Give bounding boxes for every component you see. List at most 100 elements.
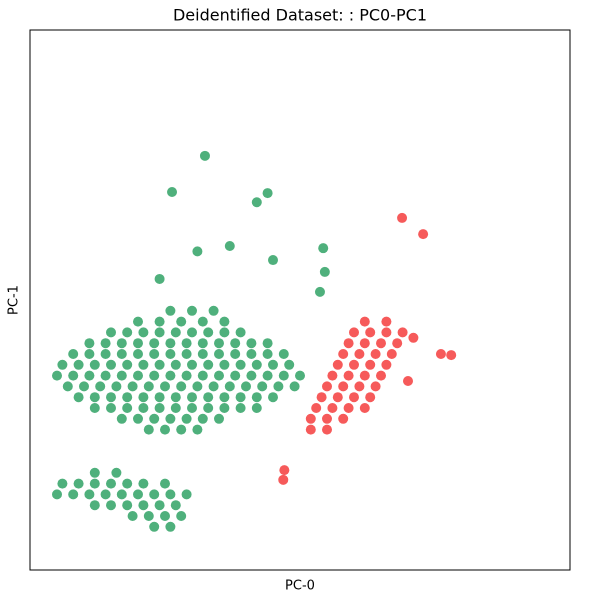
point: [89, 359, 100, 370]
point: [176, 424, 187, 435]
point: [230, 370, 241, 381]
point: [365, 392, 376, 403]
point: [305, 413, 316, 424]
point: [224, 241, 235, 251]
point: [149, 489, 160, 500]
point: [165, 370, 176, 381]
point: [359, 316, 370, 327]
point: [111, 467, 122, 478]
point: [170, 327, 181, 338]
point: [106, 327, 116, 338]
point: [235, 327, 246, 338]
point: [343, 338, 354, 349]
point: [170, 403, 181, 413]
point: [278, 349, 289, 359]
point: [89, 467, 100, 478]
point: [143, 511, 154, 521]
point: [57, 478, 68, 489]
point: [133, 338, 143, 349]
point: [167, 187, 178, 197]
point: [106, 359, 116, 370]
point: [100, 349, 111, 359]
point: [192, 381, 203, 392]
point: [268, 392, 278, 403]
point: [284, 359, 295, 370]
point: [181, 349, 192, 359]
point: [73, 392, 84, 403]
point: [133, 316, 143, 327]
point: [84, 370, 95, 381]
point: [165, 521, 176, 532]
point: [165, 305, 176, 316]
point: [246, 349, 257, 359]
point: [181, 338, 192, 349]
point: [154, 403, 165, 413]
point: [397, 212, 408, 223]
point: [138, 403, 149, 413]
point: [246, 338, 257, 349]
point: [349, 327, 359, 338]
point: [127, 381, 138, 392]
point: [338, 381, 349, 392]
point: [122, 403, 133, 413]
point: [160, 381, 170, 392]
point: [219, 359, 230, 370]
point: [359, 403, 370, 413]
point: [116, 489, 127, 500]
point: [176, 316, 187, 327]
point: [165, 349, 176, 359]
point: [160, 478, 170, 489]
point: [381, 359, 392, 370]
point: [187, 403, 197, 413]
point: [187, 327, 197, 338]
point: [176, 381, 187, 392]
point: [381, 327, 392, 338]
point: [149, 370, 160, 381]
point: [381, 316, 392, 327]
point: [268, 359, 278, 370]
chart-title: Deidentified Dataset: : PC0-PC1: [173, 6, 427, 25]
point: [170, 500, 181, 511]
point: [192, 246, 203, 257]
point: [89, 500, 100, 511]
point: [418, 229, 429, 240]
point: [100, 338, 111, 349]
point: [187, 392, 197, 403]
point: [57, 359, 68, 370]
point: [392, 338, 403, 349]
plot-frame: [29, 29, 571, 571]
point: [262, 349, 273, 359]
point: [278, 474, 289, 485]
point: [89, 478, 100, 489]
point: [116, 413, 127, 424]
point: [327, 370, 338, 381]
point: [133, 489, 143, 500]
point: [165, 338, 176, 349]
point: [149, 413, 160, 424]
point: [154, 327, 165, 338]
point: [322, 381, 332, 392]
point: [219, 327, 230, 338]
point: [160, 424, 170, 435]
point: [197, 316, 208, 327]
point: [143, 424, 154, 435]
point: [251, 392, 262, 403]
point: [149, 349, 160, 359]
point: [197, 413, 208, 424]
point: [89, 392, 100, 403]
point: [143, 381, 154, 392]
point: [219, 316, 230, 327]
point: [235, 403, 246, 413]
point: [289, 381, 300, 392]
point: [89, 403, 100, 413]
point: [235, 359, 246, 370]
point: [230, 338, 241, 349]
point: [138, 359, 149, 370]
point: [149, 521, 160, 532]
point: [127, 511, 138, 521]
point: [170, 359, 181, 370]
point: [73, 359, 84, 370]
point: [138, 392, 149, 403]
point: [343, 403, 354, 413]
point: [122, 478, 133, 489]
